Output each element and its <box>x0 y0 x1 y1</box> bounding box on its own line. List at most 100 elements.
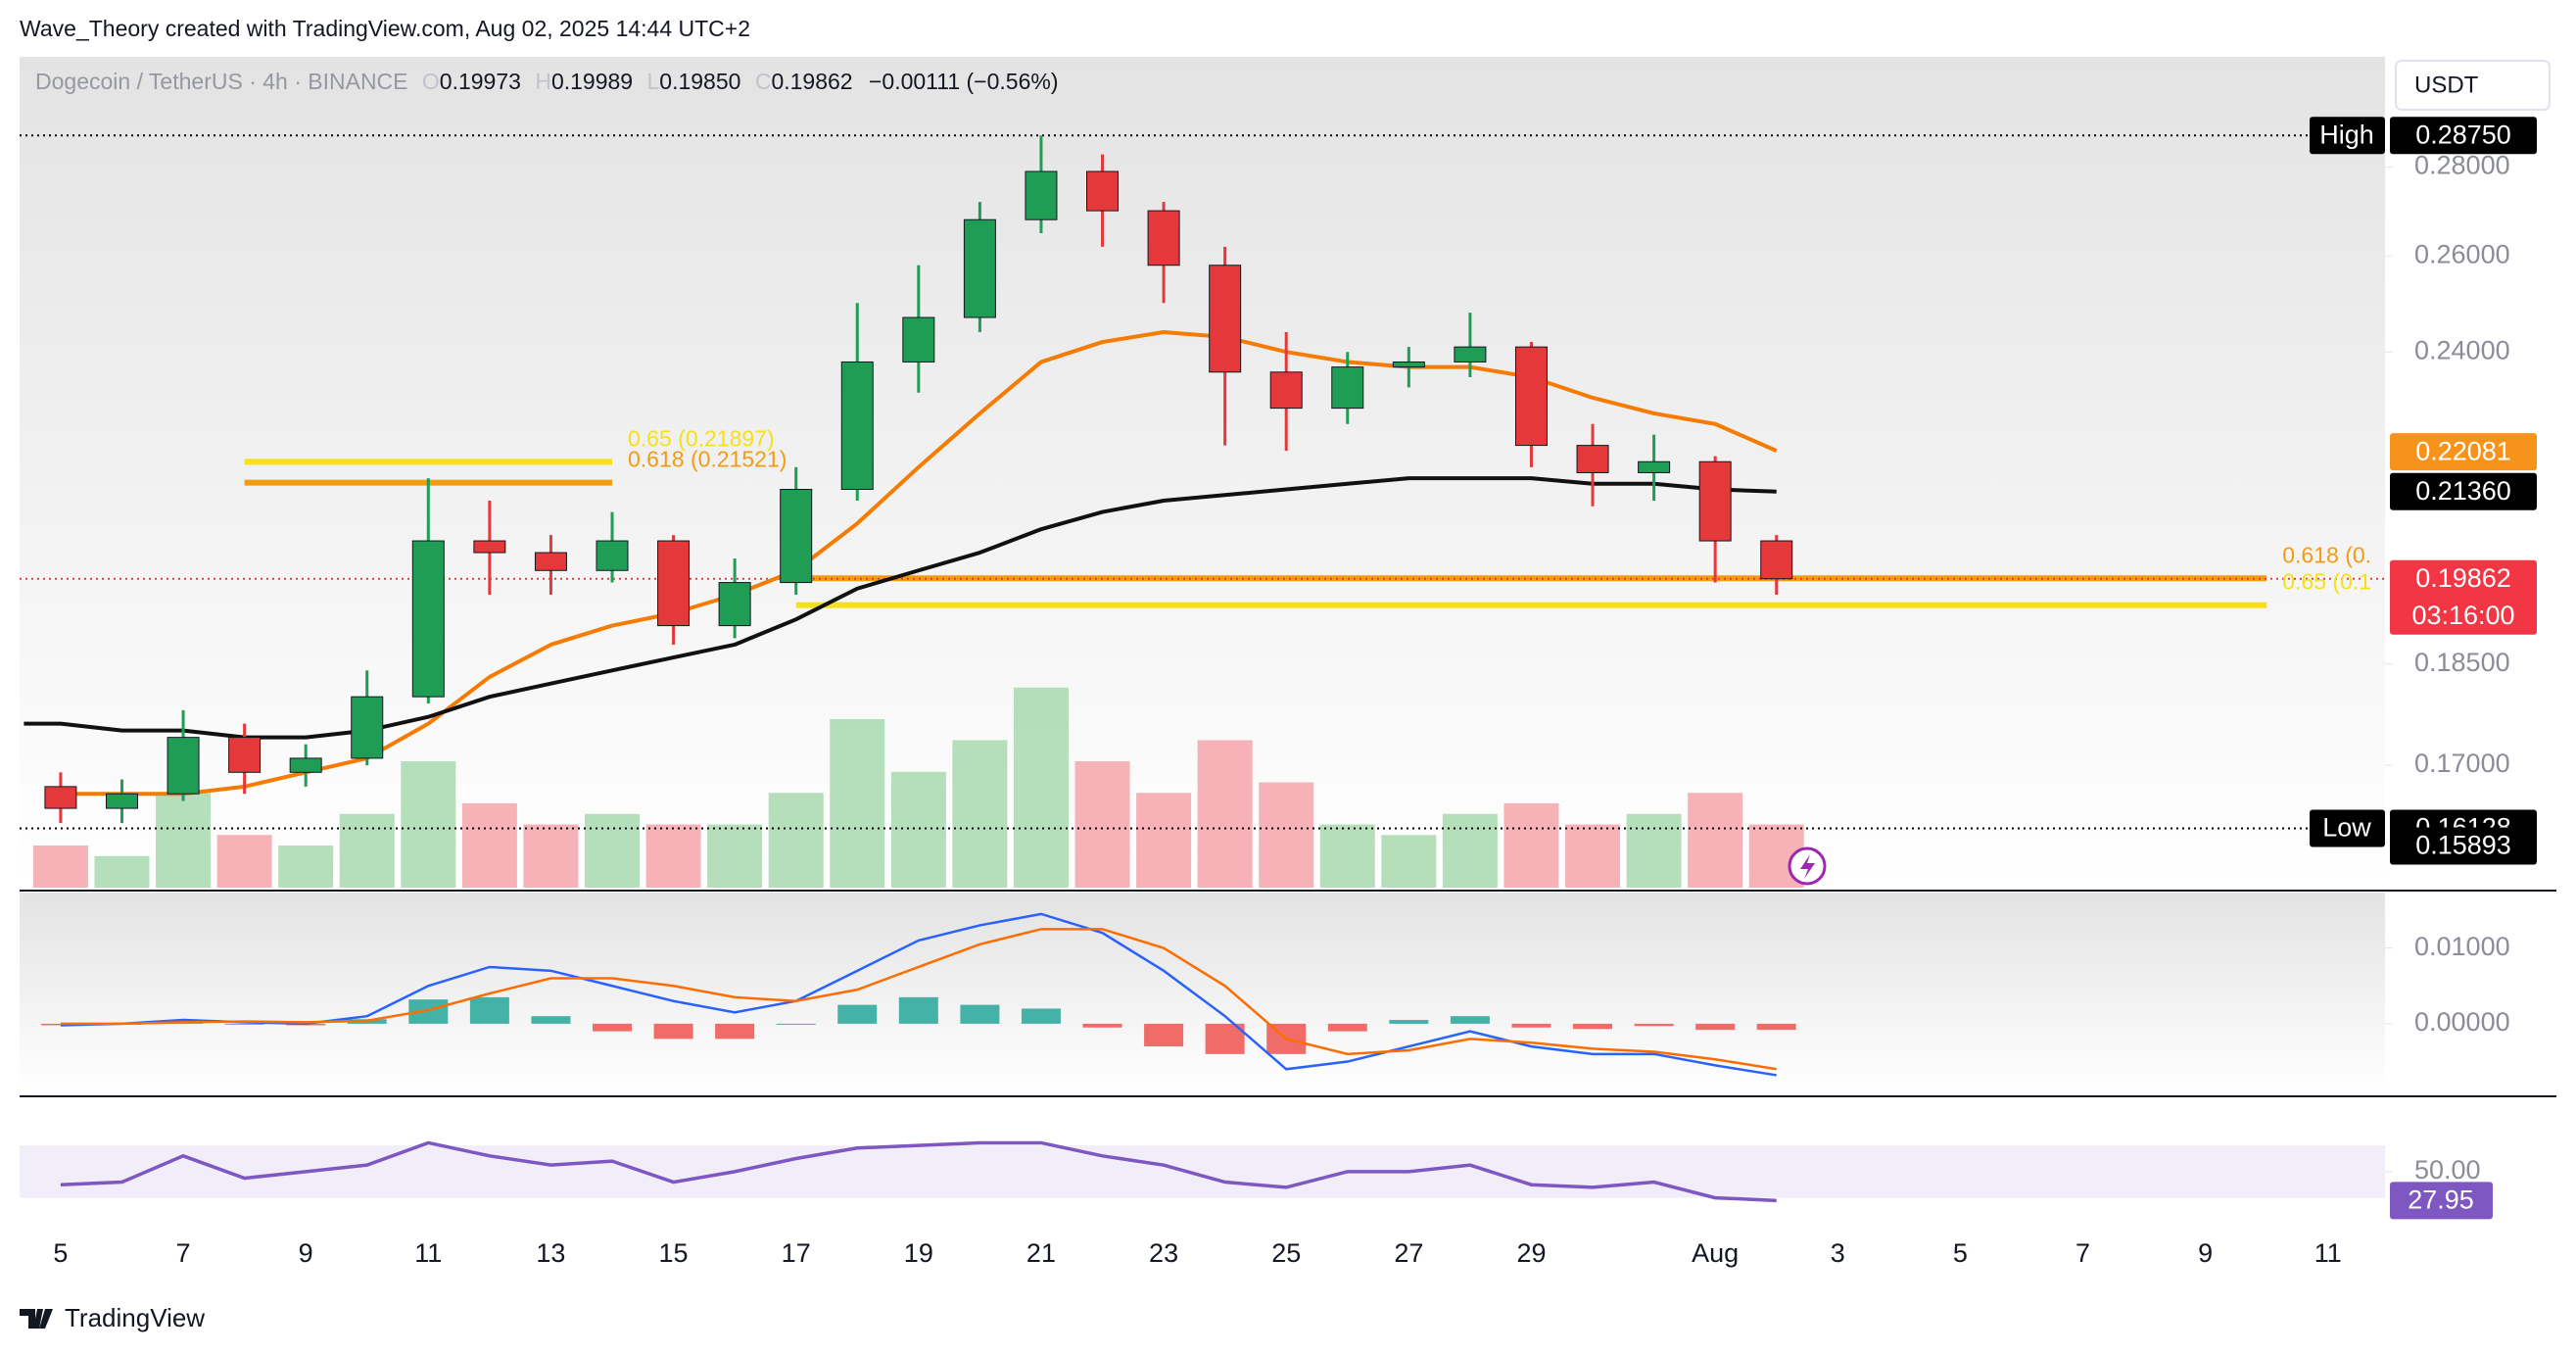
legend-open: 0.19973 <box>440 69 521 94</box>
y-tick-label: 0.24000 <box>2414 335 2510 364</box>
price-badge-name-bg <box>2310 809 2385 847</box>
candle-body <box>840 361 874 490</box>
candle-body <box>596 540 629 571</box>
candle-body <box>534 552 567 571</box>
volume-bar <box>1381 835 1437 888</box>
volume-bar <box>216 835 272 888</box>
y-tick-label: 0.26000 <box>2414 239 2510 268</box>
macd-histogram <box>1756 1023 1796 1031</box>
candle-body <box>411 540 445 698</box>
macd-histogram <box>1695 1023 1736 1031</box>
logo-icon <box>20 1309 53 1329</box>
candle-body <box>1269 371 1303 410</box>
currency-label: USDT <box>2414 72 2479 98</box>
x-tick-label: 25 <box>1271 1238 1301 1268</box>
legend: Dogecoin / TetherUS · 4h · BINANCE O0.19… <box>35 69 1058 94</box>
x-tick-label: 5 <box>53 1238 68 1268</box>
volume-bar <box>890 771 946 888</box>
rsi-line <box>60 1140 1777 1203</box>
candle-body <box>1209 265 1242 373</box>
volume-bar <box>952 740 1008 888</box>
candle-body <box>289 757 322 773</box>
y-tick-label: 0.18500 <box>2414 648 2510 677</box>
price-badge-name-bg <box>2310 117 2385 155</box>
candle-body <box>228 737 262 773</box>
price-badge-name: Low <box>2322 813 2371 843</box>
rsi-tick-label: 50.00 <box>2414 1155 2481 1185</box>
legend-close: 0.19862 <box>771 69 852 94</box>
macd-histogram <box>593 1023 633 1032</box>
legend-high: 0.19989 <box>551 69 633 94</box>
fib-label: 0.65 (0.1 <box>2282 569 2371 595</box>
y-tick-label: 0.17000 <box>2414 749 2510 778</box>
plot-layer <box>20 134 2393 1203</box>
candle-body <box>902 316 935 363</box>
candle-body <box>105 793 138 809</box>
rsi-badge <box>2390 1182 2493 1220</box>
volume-bar <box>1565 824 1621 888</box>
price-badge <box>2390 827 2537 865</box>
candle-body <box>1454 346 1487 363</box>
candle-body <box>1576 445 1609 473</box>
rsi-pane <box>20 1098 2385 1233</box>
volume-bar <box>32 846 88 888</box>
rsi-badge-label: 27.95 <box>2408 1185 2474 1214</box>
x-tick-label: Aug <box>1692 1238 1739 1268</box>
macd-histogram <box>1511 1023 1551 1028</box>
x-tick-label: 13 <box>536 1238 565 1268</box>
volume-bar <box>1074 761 1130 888</box>
volume-bar <box>585 813 641 888</box>
price-badge-label: 0.28750 <box>2415 120 2511 149</box>
macd-histogram <box>469 996 509 1024</box>
macd-histogram <box>776 1023 816 1025</box>
y-tick-label: 0.28000 <box>2414 151 2510 180</box>
volume-bar <box>523 824 579 888</box>
macd-line <box>60 912 1777 1077</box>
volume-bar <box>339 813 395 888</box>
rsi-band <box>20 1145 2385 1198</box>
macd-tick-label: 0.00000 <box>2414 1007 2510 1037</box>
macd-histogram <box>1389 1020 1429 1024</box>
x-tick-label: 7 <box>2075 1238 2090 1268</box>
volume-bar <box>461 803 517 888</box>
signal-line <box>60 928 1777 1071</box>
volume-bar <box>1503 803 1559 888</box>
volume-bar <box>401 761 456 888</box>
candle-body <box>780 488 813 584</box>
fib-label: 0.618 (0.21521) <box>628 447 787 472</box>
macd-pane <box>20 893 2385 1094</box>
legend-h: H <box>535 69 551 94</box>
macd-histogram <box>837 1004 878 1024</box>
ma-line <box>24 476 1777 740</box>
header: Wave_Theory created with TradingView.com… <box>20 16 750 41</box>
candle-body <box>1147 210 1180 266</box>
macd-histogram <box>1634 1023 1674 1027</box>
candle-body <box>963 218 996 318</box>
countdown: 03:16:00 <box>2411 601 2514 630</box>
macd-histogram <box>653 1023 693 1040</box>
candle-body <box>1698 460 1732 542</box>
x-tick-label: 7 <box>176 1238 191 1268</box>
candle-body <box>1331 366 1364 410</box>
legend-c: C <box>755 69 772 94</box>
alert-bolt <box>1800 854 1815 879</box>
price-badge <box>2390 559 2537 635</box>
price-badge-label: 0.15893 <box>2415 831 2511 860</box>
volume-bar <box>1626 813 1682 888</box>
x-tick-label: 9 <box>299 1238 313 1268</box>
legend-o: O <box>422 69 440 94</box>
volume-bar <box>156 793 212 888</box>
volume-bar <box>1013 687 1069 888</box>
volume-bar <box>645 824 701 888</box>
price-badge <box>2390 433 2537 471</box>
x-tick-label: 9 <box>2198 1238 2213 1268</box>
candle-body <box>473 540 506 554</box>
currency-button[interactable] <box>2395 60 2551 111</box>
macd-histogram <box>960 1004 1000 1024</box>
price-badge <box>2390 472 2537 510</box>
candle-body <box>1392 361 1425 368</box>
x-tick-label: 29 <box>1516 1238 1546 1268</box>
volume-bar <box>1688 793 1743 888</box>
volume-bar <box>1319 824 1375 888</box>
legend-low: 0.19850 <box>659 69 740 94</box>
